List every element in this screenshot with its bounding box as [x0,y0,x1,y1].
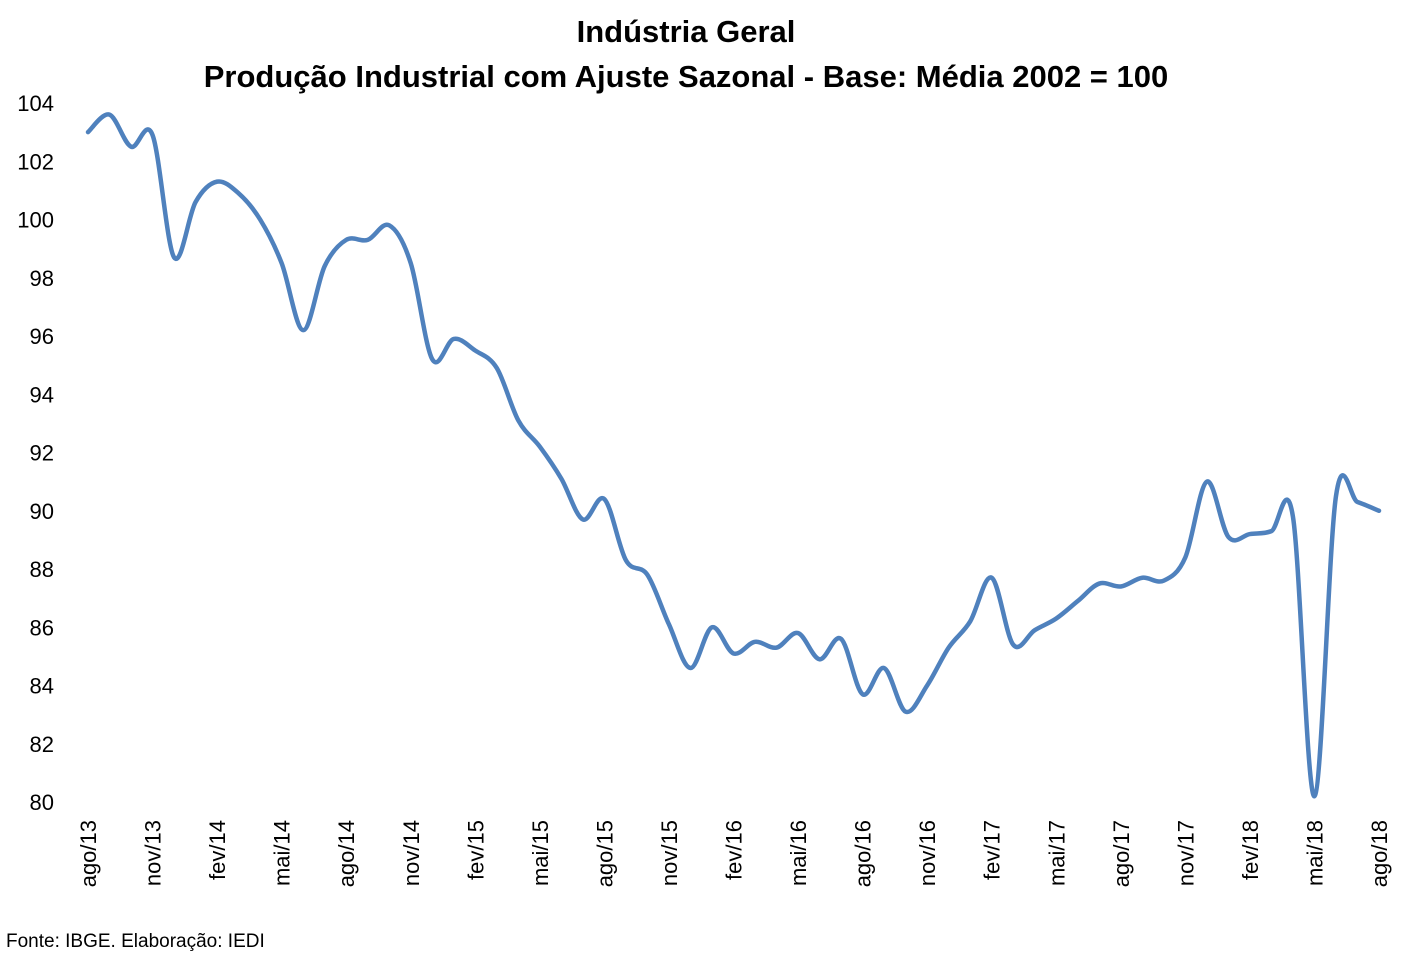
y-tick-label: 96 [30,324,54,349]
y-tick-label: 90 [30,499,54,524]
chart-subtitle: Produção Industrial com Ajuste Sazonal -… [204,59,1168,94]
x-tick-label: nov/16 [915,820,940,886]
x-tick-label: ago/18 [1367,820,1392,887]
x-tick-label: ago/17 [1109,820,1134,887]
x-tick-label: ago/13 [76,820,101,887]
y-axis-tick-labels: 80 82 84 86 88 90 92 94 96 98 100 102 104 [17,91,54,815]
x-tick-label: mai/14 [270,820,295,886]
x-tick-label: nov/17 [1173,820,1198,886]
x-tick-label: mai/18 [1302,820,1327,886]
x-tick-label: mai/15 [528,820,553,886]
x-tick-label: fev/15 [463,820,488,880]
x-tick-label: nov/13 [141,820,166,886]
y-tick-label: 102 [17,149,54,174]
y-tick-label: 80 [30,790,54,815]
y-tick-label: 84 [30,674,54,699]
x-tick-label: fev/17 [980,820,1005,880]
y-tick-label: 94 [30,382,54,407]
source-note: Fonte: IBGE. Elaboração: IEDI [6,931,265,952]
x-tick-label: mai/17 [1044,820,1069,886]
y-tick-label: 82 [30,732,54,757]
x-tick-label: fev/16 [722,820,747,880]
y-tick-label: 86 [30,615,54,640]
plot-area [85,112,1382,799]
chart-title: Indústria Geral [577,14,796,49]
y-tick-label: 92 [30,441,54,466]
x-tick-label: ago/14 [334,820,359,887]
y-tick-label: 98 [30,266,54,291]
x-tick-label: mai/16 [786,820,811,886]
x-tick-label: nov/14 [399,820,424,886]
x-tick-label: fev/18 [1238,820,1263,880]
y-tick-label: 88 [30,557,54,582]
x-tick-label: ago/16 [851,820,876,887]
x-axis-tick-labels: ago/13 nov/13 fev/14 mai/14 ago/14 nov/14 fev/… [76,820,1392,887]
x-tick-label: nov/15 [657,820,682,886]
y-tick-label: 100 [17,208,54,233]
y-tick-label: 104 [17,91,54,116]
x-tick-label: ago/15 [592,820,617,887]
series-line [85,112,1382,799]
x-tick-label: fev/14 [205,820,230,880]
